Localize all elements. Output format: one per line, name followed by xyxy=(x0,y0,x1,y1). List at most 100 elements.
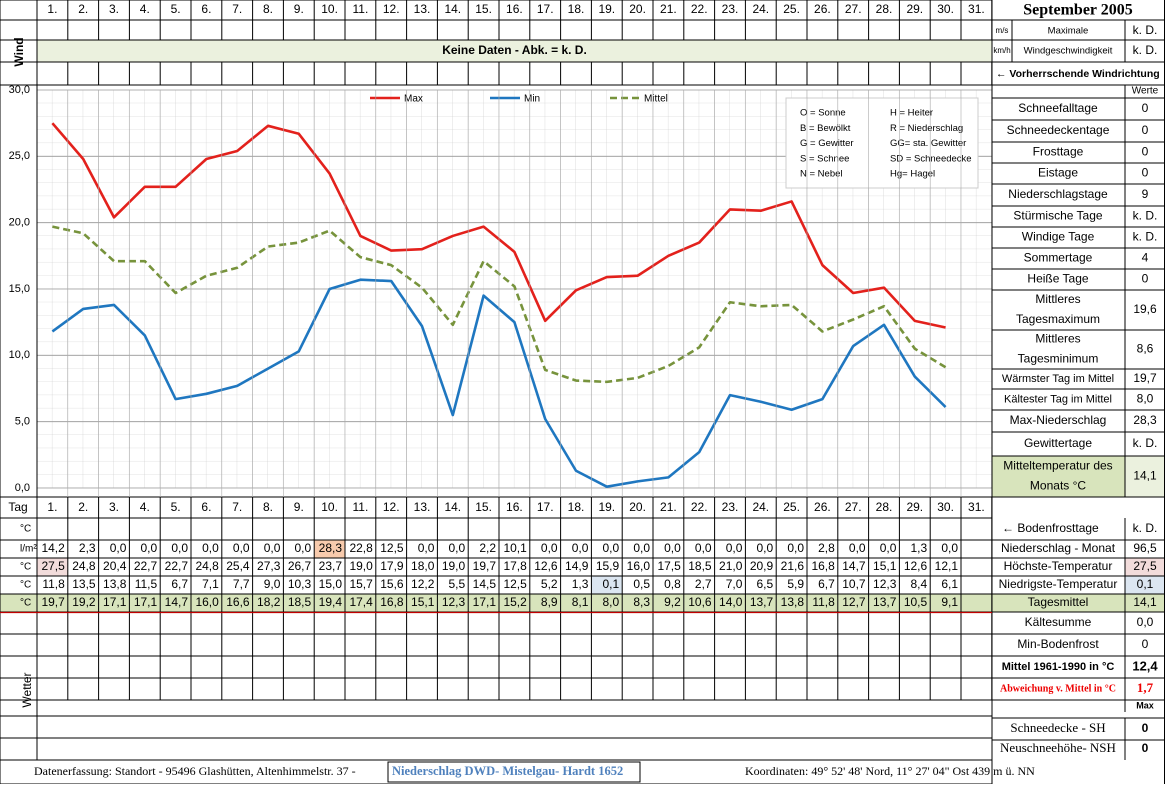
table-cell: 17,9 xyxy=(380,559,404,573)
day-header: 22. xyxy=(691,2,708,16)
table-cell: 10,6 xyxy=(688,595,712,609)
y-tick-label: 5,0 xyxy=(15,416,30,428)
table-cell: 16,0 xyxy=(195,595,219,609)
day-label: 2. xyxy=(78,500,88,514)
cell-bg xyxy=(1125,456,1165,497)
table-cell: 15,0 xyxy=(319,577,343,591)
table-cell: 16,8 xyxy=(380,595,404,609)
cell-bg xyxy=(1125,558,1165,576)
stat-value: k. D. xyxy=(1133,230,1158,244)
legend-box-text: GG= sta. Gewitter xyxy=(890,138,966,149)
day-header: 24. xyxy=(752,2,769,16)
day-label: 17. xyxy=(537,500,554,514)
stat-value: 0 xyxy=(1142,101,1149,115)
legend-label: Max xyxy=(404,94,423,105)
stat-value: 8,6 xyxy=(1137,342,1154,356)
day-header: 2. xyxy=(78,2,88,16)
day-header: 9. xyxy=(294,2,304,16)
table-cell: 0,0 xyxy=(541,541,558,555)
table-cell: 19,4 xyxy=(319,595,343,609)
table-cell: 17,4 xyxy=(349,595,373,609)
table-cell: 18,5 xyxy=(688,559,712,573)
wind-max-label: Maximale xyxy=(1048,26,1089,37)
stat-label: Gewittertage xyxy=(1024,436,1092,450)
day-header: 16. xyxy=(506,2,523,16)
table-cell: 0,0 xyxy=(664,541,681,555)
wetter-label: Wetter xyxy=(20,672,34,707)
wind-max-value: k. D. xyxy=(1133,43,1158,57)
day-label: 11. xyxy=(353,500,369,514)
day-label: 6. xyxy=(201,500,211,514)
footer-left: Datenerfassung: Standort - 95496 Glashüt… xyxy=(34,764,356,778)
footer-coords: Koordinaten: 49° 52' 48' Nord, 11° 27' 0… xyxy=(745,764,1035,778)
table-cell: 6,7 xyxy=(171,577,188,591)
y-tick-label: 20,0 xyxy=(9,217,30,229)
table-cell: 18,5 xyxy=(288,595,312,609)
table-cell: 14,2 xyxy=(41,541,65,555)
table-cell: 19,7 xyxy=(473,559,497,573)
day-header: 28. xyxy=(876,2,893,16)
day-header: 31. xyxy=(968,2,985,16)
table-cell: 15,9 xyxy=(596,559,620,573)
day-label: 5. xyxy=(171,500,181,514)
source-box xyxy=(387,761,641,783)
table-cell: 0,0 xyxy=(202,541,219,555)
day-label: 10. xyxy=(321,500,338,514)
day-label: 13. xyxy=(414,500,431,514)
day-label: 4. xyxy=(140,500,150,514)
table-cell: 22,7 xyxy=(134,559,158,573)
table-cell: 22,7 xyxy=(165,559,189,573)
table-cell: 0,0 xyxy=(418,541,435,555)
legend-box-text: O = Sonne xyxy=(800,108,846,119)
table-cell: 10,3 xyxy=(288,577,312,591)
day-label: 16. xyxy=(506,500,523,514)
day-header: 29. xyxy=(906,2,923,16)
table-cell: 5,9 xyxy=(787,577,804,591)
y-tick-label: 15,0 xyxy=(9,283,30,295)
table-cell: 0,0 xyxy=(233,541,250,555)
table-cell: 8,4 xyxy=(911,577,928,591)
stat-value: 0 xyxy=(1142,272,1149,286)
table-cell: 0,0 xyxy=(141,541,158,555)
bottom-stat-label: Mittel 1961-1990 in °C xyxy=(1002,661,1115,673)
table-cell: 10,7 xyxy=(842,577,866,591)
day-label: 22. xyxy=(691,500,708,514)
cell-bg xyxy=(992,594,1165,612)
table-cell: 19,0 xyxy=(442,559,466,573)
legend-label: Mittel xyxy=(644,94,668,105)
table-cell: 24,8 xyxy=(72,559,96,573)
day-header: 5. xyxy=(171,2,181,16)
table-cell: 12,6 xyxy=(904,559,928,573)
table-cell: 16,6 xyxy=(226,595,250,609)
bottom-stat-label: Niedrigste-Temperatur xyxy=(999,577,1118,591)
day-label: 7. xyxy=(232,500,242,514)
day-header: 6. xyxy=(201,2,211,16)
wind-max-label: Windgeschwindigkeit xyxy=(1024,46,1113,57)
day-header: 15. xyxy=(475,2,492,16)
cell-bg xyxy=(314,540,345,558)
bottom-stat-value: 27,5 xyxy=(1133,559,1157,573)
stat-value: 8,0 xyxy=(1137,392,1154,406)
table-cell: 0,1 xyxy=(603,577,620,591)
stat-label: Frosttage xyxy=(1033,145,1084,159)
table-cell: 13,7 xyxy=(873,595,897,609)
table-cell: 12,6 xyxy=(534,559,558,573)
day-label: 15. xyxy=(475,500,492,514)
bottom-stat-label: Min-Bodenfrost xyxy=(1017,637,1099,651)
table-cell: 17,8 xyxy=(503,559,527,573)
wind-unit: m/s xyxy=(996,26,1009,35)
day-label: 31. xyxy=(968,500,985,514)
stat-label: Monats °C xyxy=(1030,479,1086,493)
day-header: 4. xyxy=(140,2,150,16)
stat-label: Mittleres xyxy=(1035,292,1080,306)
unit-label: °C xyxy=(20,580,31,591)
table-cell: 0,0 xyxy=(264,541,281,555)
table-cell: 0,0 xyxy=(726,541,743,555)
stat-label: Windige Tage xyxy=(1022,230,1095,244)
stat-value: 9 xyxy=(1142,187,1149,201)
day-label: 27. xyxy=(845,500,862,514)
day-label: 19. xyxy=(598,500,615,514)
day-header: 20. xyxy=(629,2,646,16)
table-cell: 13,8 xyxy=(103,577,127,591)
table-cell: 26,7 xyxy=(288,559,312,573)
